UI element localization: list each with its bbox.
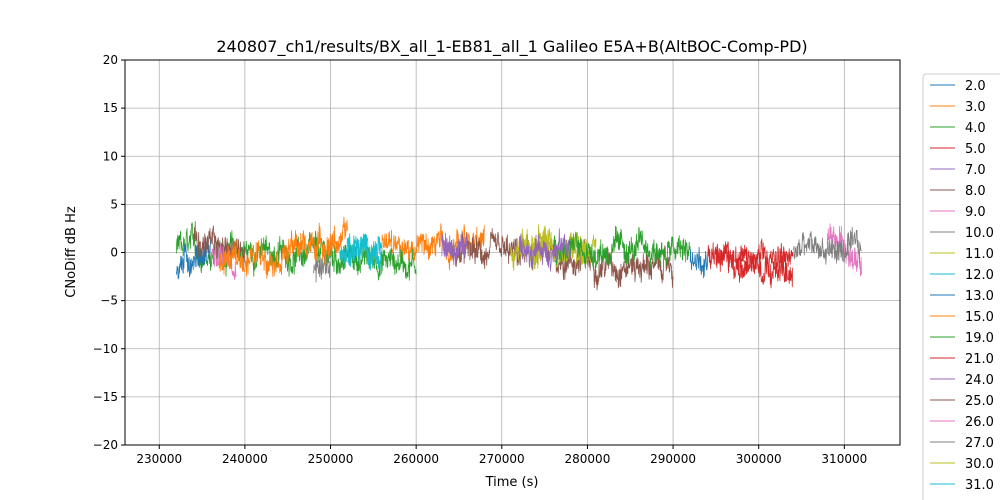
series-line bbox=[552, 225, 691, 270]
series-line bbox=[218, 216, 349, 279]
legend-label: 9.0 bbox=[965, 205, 986, 220]
legend-box bbox=[922, 73, 1000, 500]
series-line bbox=[313, 254, 331, 283]
legend-label: 27.0 bbox=[965, 436, 994, 451]
x-tick-label: 260000 bbox=[393, 452, 439, 466]
x-tick-label: 250000 bbox=[308, 452, 354, 466]
y-tick-label: 10 bbox=[103, 149, 118, 163]
series-line bbox=[193, 221, 246, 272]
x-tick-label: 300000 bbox=[736, 452, 782, 466]
y-tick-label: 20 bbox=[103, 53, 118, 67]
x-axis-ticks: 230000 240000 250000 260000 270000 280000 2900… bbox=[136, 445, 867, 466]
series-line bbox=[689, 246, 708, 279]
legend-label: 10.0 bbox=[965, 226, 994, 241]
series-line bbox=[715, 238, 794, 288]
y-tick-label: 0 bbox=[110, 246, 118, 260]
series-line bbox=[518, 228, 571, 272]
y-tick-label: −5 bbox=[100, 294, 118, 308]
legend-label: 25.0 bbox=[965, 394, 994, 409]
x-tick-label: 280000 bbox=[565, 452, 611, 466]
legend-label: 8.0 bbox=[965, 184, 986, 199]
y-axis-label: CNoDiff dB Hz bbox=[64, 206, 79, 298]
series-line bbox=[347, 233, 383, 271]
x-tick-label: 230000 bbox=[136, 452, 182, 466]
legend-label: 31.0 bbox=[965, 478, 994, 493]
x-tick-label: 240000 bbox=[222, 452, 268, 466]
legend-label: 11.0 bbox=[965, 247, 994, 262]
x-tick-label: 310000 bbox=[821, 452, 867, 466]
y-tick-label: −20 bbox=[93, 438, 118, 452]
legend-label: 13.0 bbox=[965, 289, 994, 304]
series-line bbox=[826, 223, 862, 277]
legend-label: 12.0 bbox=[965, 268, 994, 283]
y-axis-ticks: −20 −15 −10 −5 0 5 10 15 20 bbox=[93, 53, 125, 452]
legend-label: 30.0 bbox=[965, 457, 994, 472]
y-tick-label: 5 bbox=[110, 197, 118, 211]
legend-label: 2.0 bbox=[965, 79, 986, 94]
series-line bbox=[441, 232, 468, 267]
y-tick-label: −10 bbox=[93, 342, 118, 356]
series-line bbox=[792, 226, 862, 265]
legend-label: 21.0 bbox=[965, 352, 994, 367]
legend-label: 24.0 bbox=[965, 373, 994, 388]
legend-label: 4.0 bbox=[965, 121, 986, 136]
legend-label: 3.0 bbox=[965, 100, 986, 115]
legend-label: 7.0 bbox=[965, 163, 986, 178]
legend-label: 15.0 bbox=[965, 310, 994, 325]
y-tick-label: 15 bbox=[103, 101, 118, 115]
legend-label: 5.0 bbox=[965, 142, 986, 157]
series-traces bbox=[176, 216, 862, 291]
x-tick-label: 290000 bbox=[650, 452, 696, 466]
legend-label: 26.0 bbox=[965, 415, 994, 430]
x-axis-label: Time (s) bbox=[485, 475, 539, 490]
chart-title: 240807_ch1/results/BX_all_1-EB81_all_1 G… bbox=[216, 37, 807, 57]
x-tick-label: 270000 bbox=[479, 452, 525, 466]
y-tick-label: −15 bbox=[93, 390, 118, 404]
legend: 2.0 3.0 4.0 5.0 7.0 8.0 9.0 10.0 11.0 12.0 13.0 15.… bbox=[922, 73, 1000, 500]
legend-label: 19.0 bbox=[965, 331, 994, 346]
